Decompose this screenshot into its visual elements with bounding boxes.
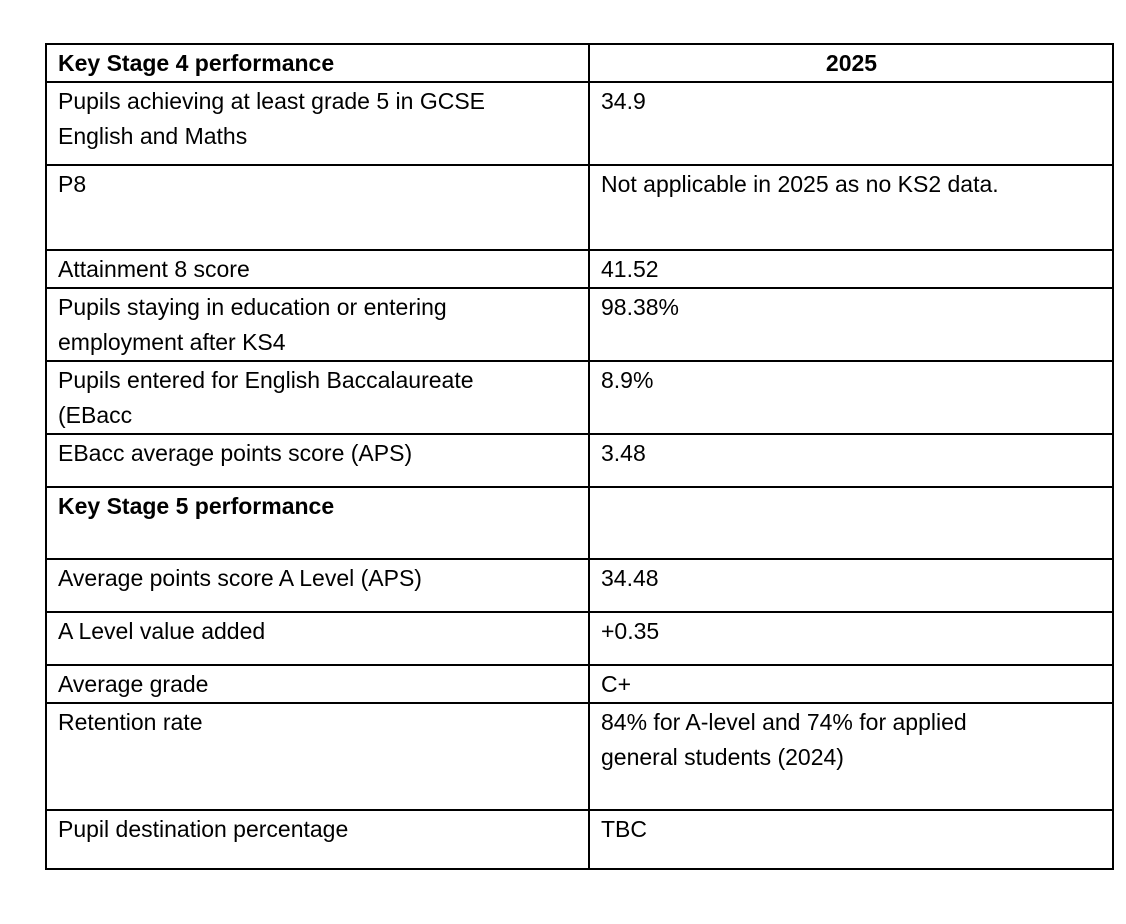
row-value-cell: 34.9 <box>588 81 1114 166</box>
row-label-cell: Average points score A Level (APS) <box>45 558 590 613</box>
table-row: Pupils staying in education or entering … <box>45 287 1114 362</box>
table-row: A Level value added +0.35 <box>45 611 1114 666</box>
row-label-cell: A Level value added <box>45 611 590 666</box>
row-label-cell: Attainment 8 score <box>45 249 590 289</box>
row-label-cell: Pupils achieving at least grade 5 in GCS… <box>45 81 590 166</box>
row-value-cell: 41.52 <box>588 249 1114 289</box>
table-row: Key Stage 5 performance <box>45 486 1114 560</box>
table-row: P8 Not applicable in 2025 as no KS2 data. <box>45 164 1114 251</box>
row-label-cell: Pupils entered for English Baccalaureate… <box>45 360 590 435</box>
row-label-cell: P8 <box>45 164 590 251</box>
table-row: EBacc average points score (APS) 3.48 <box>45 433 1114 488</box>
table-row: Pupils achieving at least grade 5 in GCS… <box>45 81 1114 166</box>
row-value-cell: 3.48 <box>588 433 1114 488</box>
table-row: Average grade C+ <box>45 664 1114 704</box>
row-value-cell: +0.35 <box>588 611 1114 666</box>
table-row: Average points score A Level (APS) 34.48 <box>45 558 1114 613</box>
table-header-title: Key Stage 4 performance <box>45 43 590 83</box>
row-value-cell: 84% for A-level and 74% for applied gene… <box>588 702 1114 811</box>
row-value-cell <box>588 486 1114 560</box>
row-value-cell: TBC <box>588 809 1114 870</box>
row-label-cell: EBacc average points score (APS) <box>45 433 590 488</box>
row-value-cell: Not applicable in 2025 as no KS2 data. <box>588 164 1114 251</box>
row-value-cell: 34.48 <box>588 558 1114 613</box>
row-label-cell: Pupil destination percentage <box>45 809 590 870</box>
row-value-cell: 8.9% <box>588 360 1114 435</box>
row-label-cell: Key Stage 5 performance <box>45 486 590 560</box>
table-row: Attainment 8 score 41.52 <box>45 249 1114 289</box>
row-value-cell: 98.38% <box>588 287 1114 362</box>
table-header-year: 2025 <box>588 43 1114 83</box>
table-row: Retention rate 84% for A-level and 74% fo… <box>45 702 1114 811</box>
table-row: Pupils entered for English Baccalaureate… <box>45 360 1114 435</box>
row-label-cell: Pupils staying in education or entering … <box>45 287 590 362</box>
performance-table: Key Stage 4 performance 2025 Pupils achi… <box>45 43 1114 870</box>
table-row: Pupil destination percentage TBC <box>45 809 1114 870</box>
row-label-cell: Retention rate <box>45 702 590 811</box>
table-header-row: Key Stage 4 performance 2025 <box>45 43 1114 83</box>
row-value-cell: C+ <box>588 664 1114 704</box>
row-label-cell: Average grade <box>45 664 590 704</box>
table-body: Pupils achieving at least grade 5 in GCS… <box>45 81 1114 870</box>
